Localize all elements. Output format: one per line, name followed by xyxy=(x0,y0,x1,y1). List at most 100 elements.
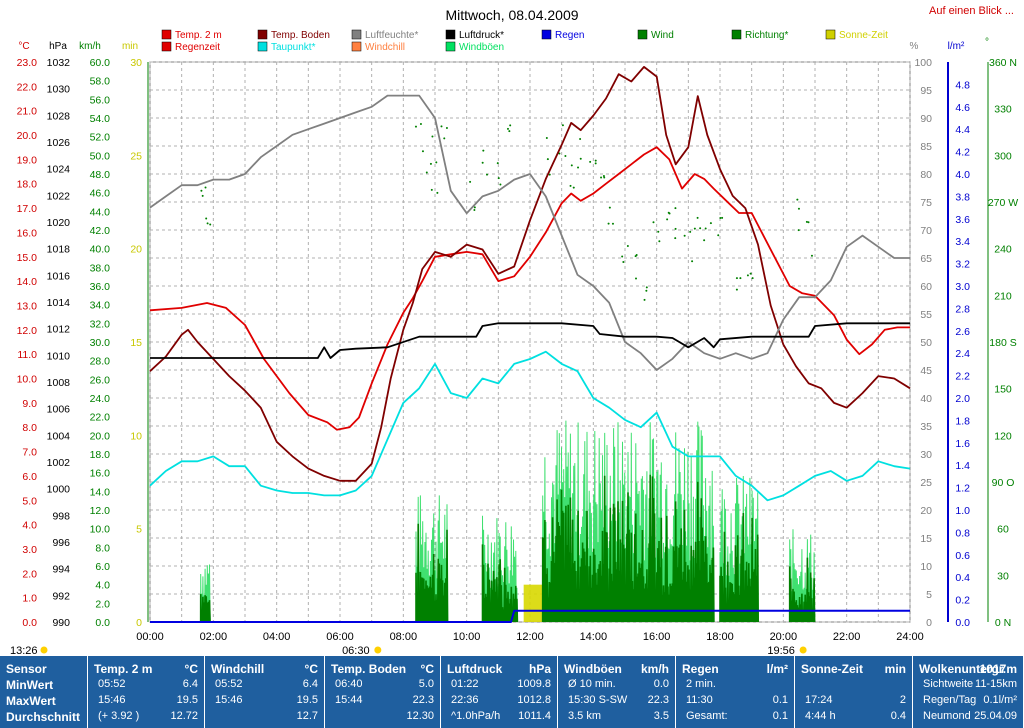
tick-rain: 2.0 xyxy=(955,393,970,405)
axis-unit-temp: °C xyxy=(18,41,29,52)
stats-unit: °C xyxy=(304,662,318,676)
direction-dot xyxy=(545,137,548,140)
tick-rain: 3.6 xyxy=(955,214,970,226)
legend-swatch xyxy=(637,29,648,40)
direction-dot xyxy=(594,162,597,165)
sunrise-label: 06:30 xyxy=(342,645,370,656)
overview-link[interactable]: Auf einen Blick ... xyxy=(929,5,1014,17)
tick-rain: 0.0 xyxy=(955,617,970,629)
stats-cell-value: 11-15km xyxy=(975,678,1017,690)
direction-dot xyxy=(205,217,208,220)
tick-pressure: 1014 xyxy=(47,297,71,309)
tick-humidity: 95 xyxy=(920,85,932,97)
tick-temp: 0.0 xyxy=(22,617,37,629)
direction-dot xyxy=(643,298,646,301)
direction-dot xyxy=(746,274,749,277)
tick-wind: 42.0 xyxy=(90,225,111,237)
legend-swatch xyxy=(161,29,172,40)
legend-label: Windböen xyxy=(459,42,504,53)
direction-dot xyxy=(635,254,638,257)
tick-pressure: 1026 xyxy=(47,137,71,149)
tick-humidity: 80 xyxy=(920,169,932,181)
tick-direction: 300 xyxy=(994,150,1012,162)
tick-rain: 2.8 xyxy=(955,303,970,315)
series-taupunkt- xyxy=(149,350,911,502)
stats-column: Sensor MinWert MaxWert Durchschnitt xyxy=(0,656,88,728)
direction-dot xyxy=(431,135,434,138)
direction-dot xyxy=(572,186,575,189)
sunset-label: 19:56 xyxy=(767,645,795,656)
tick-wind: 12.0 xyxy=(90,505,111,517)
tick-wind: 28.0 xyxy=(90,356,111,368)
tick-wind: 10.0 xyxy=(90,524,111,536)
tick-wind: 32.0 xyxy=(90,318,111,330)
stats-row-label: MaxWert xyxy=(6,694,56,708)
tick-temp: 13.0 xyxy=(17,300,38,312)
direction-dot xyxy=(425,171,428,174)
x-tick: 00:00 xyxy=(136,631,164,643)
tick-wind: 4.0 xyxy=(95,580,110,592)
corner-sun-icon xyxy=(40,646,48,654)
tick-rain: 0.4 xyxy=(955,572,970,584)
tick-temp: 7.0 xyxy=(22,447,37,459)
direction-dot xyxy=(435,161,438,164)
direction-dot xyxy=(709,222,712,225)
tick-minutes: 10 xyxy=(130,430,142,442)
legend-label: Regen xyxy=(555,30,584,41)
stats-header: Luftdruck xyxy=(447,662,503,676)
wind-trace xyxy=(199,594,211,623)
tick-minutes: 20 xyxy=(130,244,142,256)
direction-dot xyxy=(509,124,512,127)
tick-rain: 4.4 xyxy=(955,124,970,136)
direction-dot xyxy=(805,220,808,223)
tick-pressure: 1024 xyxy=(47,164,71,176)
tick-direction: 330 xyxy=(994,104,1012,116)
tick-direction: 180 S xyxy=(989,337,1016,349)
tick-wind: 6.0 xyxy=(95,561,110,573)
direction-dot xyxy=(608,206,611,209)
x-tick: 12:00 xyxy=(516,631,544,643)
stats-cell-time: 11:30 xyxy=(686,694,713,706)
stats-cell-time: 2 min. xyxy=(686,678,716,690)
legend-label: Wind xyxy=(651,30,674,41)
stats-column: Luftdruck hPa 01:22 1009.8 22:36 1012.8 ^1.0hP… xyxy=(441,656,558,728)
direction-dot xyxy=(429,162,432,165)
tick-direction: 270 W xyxy=(988,197,1018,209)
direction-dot xyxy=(206,222,209,225)
tick-rain: 1.8 xyxy=(955,415,970,427)
tick-humidity: 45 xyxy=(920,365,932,377)
direction-dot xyxy=(473,206,476,209)
direction-dot xyxy=(611,222,614,225)
series-temp-2-m xyxy=(149,146,910,431)
tick-wind: 2.0 xyxy=(95,598,110,610)
statistics-table: Sensor MinWert MaxWert Durchschnitt Temp. 2 … xyxy=(0,656,1024,728)
direction-dot xyxy=(739,277,742,280)
tick-wind: 34.0 xyxy=(90,300,111,312)
chart-title: Mittwoch, 08.04.2009 xyxy=(445,7,578,23)
stats-cell-time: 15:46 xyxy=(215,694,243,706)
tick-humidity: 25 xyxy=(920,477,932,489)
tick-wind: 44.0 xyxy=(90,206,111,218)
direction-dot xyxy=(546,158,549,161)
x-tick: 22:00 xyxy=(833,631,861,643)
wind-gust-trace xyxy=(200,564,211,623)
stats-unit: km/h xyxy=(640,662,669,676)
stats-cell-value: 1009.8 xyxy=(517,678,551,690)
tick-wind: 14.0 xyxy=(90,486,111,498)
tick-temp: 16.0 xyxy=(17,227,38,239)
legend-label: Temp. 2 m xyxy=(175,30,222,41)
tick-humidity: 90 xyxy=(920,113,932,125)
x-tick: 10:00 xyxy=(453,631,481,643)
tick-rain: 3.2 xyxy=(955,259,970,271)
axis-unit-rain: l/m² xyxy=(948,41,965,52)
stats-header: Sensor xyxy=(6,662,47,676)
direction-dot xyxy=(445,127,448,130)
direction-dot xyxy=(796,198,799,201)
direction-dot xyxy=(561,124,564,127)
tick-temp: 18.0 xyxy=(17,179,38,191)
direction-dot xyxy=(683,234,686,237)
tick-direction: 120 xyxy=(994,430,1012,442)
x-tick: 16:00 xyxy=(643,631,671,643)
tick-pressure: 1020 xyxy=(47,217,71,229)
direction-dot xyxy=(440,125,443,128)
